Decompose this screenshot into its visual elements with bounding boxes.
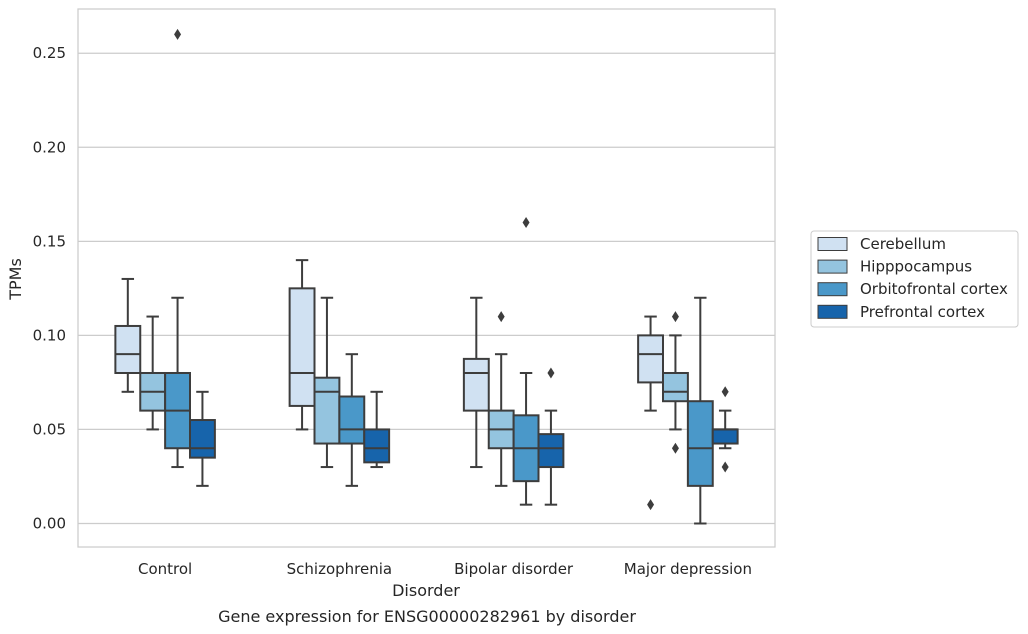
grid-lines — [78, 52, 775, 525]
plot-frame — [77, 8, 776, 548]
box-orbitofrontal-cortex — [338, 353, 366, 487]
outlier-point — [647, 499, 655, 511]
legend-swatch — [817, 304, 848, 319]
outlier-point — [721, 461, 729, 473]
box-prefrontal-cortex — [188, 390, 216, 487]
box-prefrontal-cortex — [537, 367, 565, 506]
legend-label: Hipppocampus — [860, 258, 972, 276]
y-tick-label: 0.10 — [33, 326, 66, 344]
box-body — [338, 395, 366, 445]
legend-frame — [810, 230, 1019, 328]
box-body — [637, 334, 665, 384]
figure-caption: Gene expression for ENSG00000282961 by d… — [218, 607, 636, 626]
box-body — [288, 287, 316, 407]
y-tick-label: 0.05 — [33, 420, 66, 438]
box-prefrontal-cortex — [711, 386, 739, 473]
box-hipppocampus — [487, 311, 515, 487]
box-cerebellum — [462, 296, 490, 469]
box-orbitofrontal-cortex — [512, 217, 540, 506]
outlier-point — [671, 311, 679, 323]
boxes — [114, 28, 739, 525]
box-prefrontal-cortex — [363, 390, 391, 469]
box-hipppocampus — [662, 311, 689, 454]
x-axis-label: Disorder — [392, 581, 460, 600]
box-hipppocampus — [313, 296, 341, 469]
box-body — [686, 400, 714, 487]
box-body — [188, 419, 216, 459]
legend-items: Cerebellum Hipppocampus Orbitofrontal cort… — [817, 235, 1008, 321]
y-tick-label: 0.00 — [33, 514, 66, 532]
box-body — [363, 428, 391, 464]
outlier-point — [721, 386, 729, 398]
outlier-point — [522, 217, 530, 229]
x-tick-label: Control — [138, 560, 192, 578]
outlier-point — [174, 28, 182, 40]
box-body — [662, 371, 689, 403]
outlier-point — [547, 367, 555, 379]
box-hipppocampus — [139, 315, 167, 431]
y-axis-label: TPMs — [6, 258, 25, 301]
box-body — [114, 324, 142, 374]
box-orbitofrontal-cortex — [686, 296, 714, 525]
y-tick-label: 0.25 — [33, 44, 66, 62]
y-tick-label: 0.20 — [33, 138, 66, 156]
legend-label: Orbitofrontal cortex — [860, 280, 1008, 298]
box-cerebellum — [637, 315, 665, 511]
legend-swatch — [817, 237, 848, 251]
x-tick-labels: Control Schizophrenia Bipolar disorder Majo… — [138, 560, 752, 578]
y-tick-label: 0.15 — [33, 232, 66, 250]
legend-label: Prefrontal cortex — [860, 303, 985, 321]
legend-label: Cerebellum — [860, 235, 946, 253]
outlier-point — [671, 442, 679, 454]
x-tick-label: Bipolar disorder — [454, 560, 574, 578]
box-orbitofrontal-cortex — [164, 28, 191, 469]
box-body — [313, 376, 341, 445]
legend-swatch — [817, 259, 848, 274]
legend-swatch — [817, 282, 848, 297]
outlier-point — [497, 311, 505, 323]
box-body — [711, 428, 739, 445]
box-cerebellum — [114, 277, 142, 393]
y-tick-labels: 0.00 0.05 0.10 0.15 0.20 0.25 — [33, 44, 66, 532]
legend: Cerebellum Hipppocampus Orbitofrontal cort… — [810, 230, 1019, 328]
box-body — [537, 433, 565, 469]
x-tick-label: Major depression — [624, 560, 752, 578]
box-body — [462, 357, 490, 412]
box-cerebellum — [288, 259, 316, 431]
x-tick-label: Schizophrenia — [287, 560, 392, 578]
